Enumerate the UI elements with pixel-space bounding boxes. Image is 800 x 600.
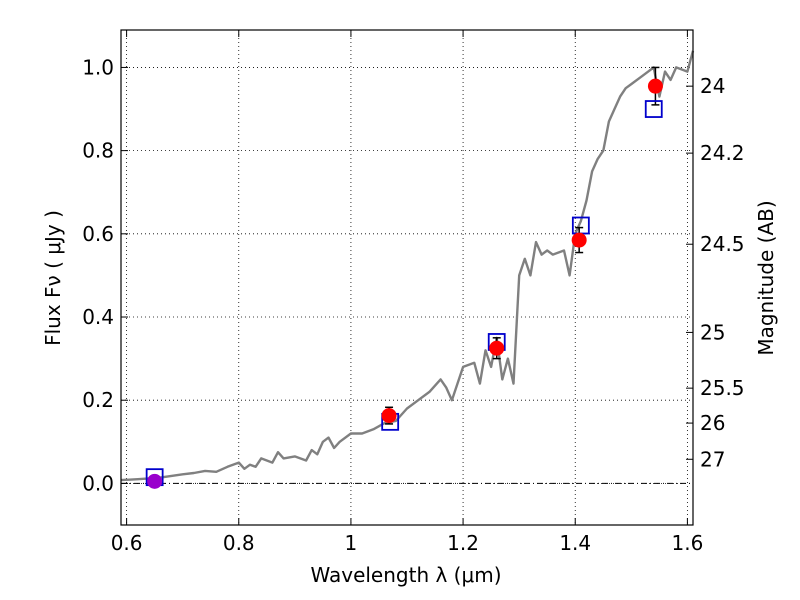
grid-lines (121, 30, 693, 525)
magnitude-tick-label: 25.5 (700, 376, 745, 400)
x-tick-label: 0.8 (223, 531, 255, 555)
observed-photometry-point (489, 340, 505, 356)
magnitude-tick-label: 25 (700, 320, 725, 344)
x-tick-label: 1.4 (559, 531, 591, 555)
observed-photometry-point (381, 408, 397, 424)
observed-photometry-point (147, 473, 163, 489)
x-axis-label: Wavelength λ (μm) (310, 563, 501, 587)
x-tick-label: 1.6 (671, 531, 703, 555)
magnitude-tick-label: 24.5 (700, 232, 745, 256)
plot-frame (120, 29, 694, 526)
magnitude-tick-label: 26 (700, 411, 725, 435)
magnitude-axis-label: Magnitude (AB) (754, 200, 778, 355)
y-tick-labels: 0.0 0.2 0.4 0.6 0.8 1.0 (82, 55, 114, 495)
plot-background (121, 30, 693, 525)
magnitude-tick-labels: 24 24.2 24.5 25 25.5 26 27 (700, 74, 745, 471)
y-tick-label: 1.0 (82, 55, 114, 79)
y-tick-label: 0.0 (82, 471, 114, 495)
series-layer (120, 50, 695, 489)
tick-marks (121, 30, 693, 525)
x-tick-labels: 0.6 0.8 1 1.2 1.4 1.6 (111, 531, 704, 555)
magnitude-tick-label: 24.2 (700, 141, 745, 165)
x-tick-label: 0.6 (111, 531, 143, 555)
observed-photometry-point (647, 78, 663, 94)
magnitude-tick-label: 24 (700, 74, 725, 98)
x-tick-label: 1 (345, 531, 358, 555)
y-tick-label: 0.8 (82, 139, 114, 163)
y-axis-label: Flux Fν ( μJy ) (41, 210, 65, 346)
y-tick-label: 0.4 (82, 305, 114, 329)
y-tick-label: 0.2 (82, 388, 114, 412)
x-tick-label: 1.2 (447, 531, 479, 555)
magnitude-tick-label: 27 (700, 447, 725, 471)
model-spectrum-line (120, 50, 695, 482)
observed-photometry-point (571, 232, 587, 248)
synthetic-photometry-point (644, 100, 663, 118)
y-tick-label: 0.6 (82, 222, 114, 246)
